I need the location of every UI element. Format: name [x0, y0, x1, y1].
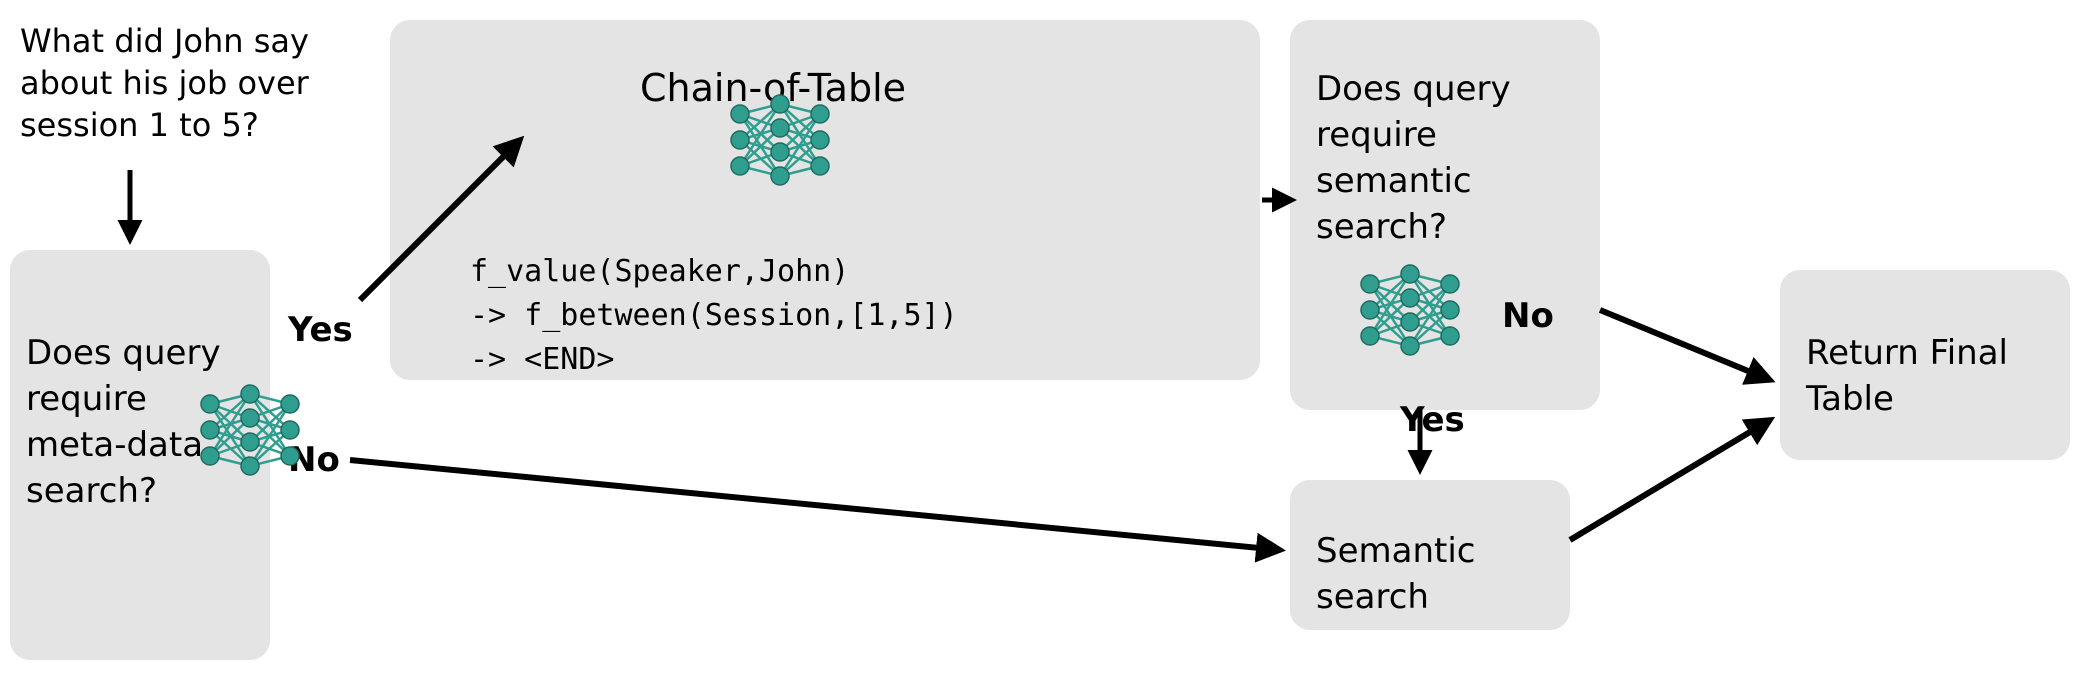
arrow-meta_no_to_semsearch: [350, 460, 1280, 550]
label-sem-no: No: [1502, 296, 1554, 336]
semantic-search-text: Semantic search: [1316, 528, 1475, 620]
semantic-question-text: Does query require semantic search?: [1316, 66, 1511, 250]
label-meta-no: No: [288, 440, 340, 480]
arrow-semsearch_to_final: [1570, 420, 1770, 540]
query-text: What did John say about his job over ses…: [20, 20, 309, 146]
chain-title: Chain-of-Table: [640, 66, 906, 110]
label-meta-yes: Yes: [288, 310, 353, 350]
final-box-text: Return Final Table: [1806, 330, 2008, 422]
chain-code: f_value(Speaker,John) -> f_between(Sessi…: [470, 250, 958, 382]
label-sem-yes: Yes: [1400, 400, 1465, 440]
meta-box-text: Does query require meta-data search?: [26, 330, 221, 514]
arrow-semq_no_to_final: [1600, 310, 1770, 380]
